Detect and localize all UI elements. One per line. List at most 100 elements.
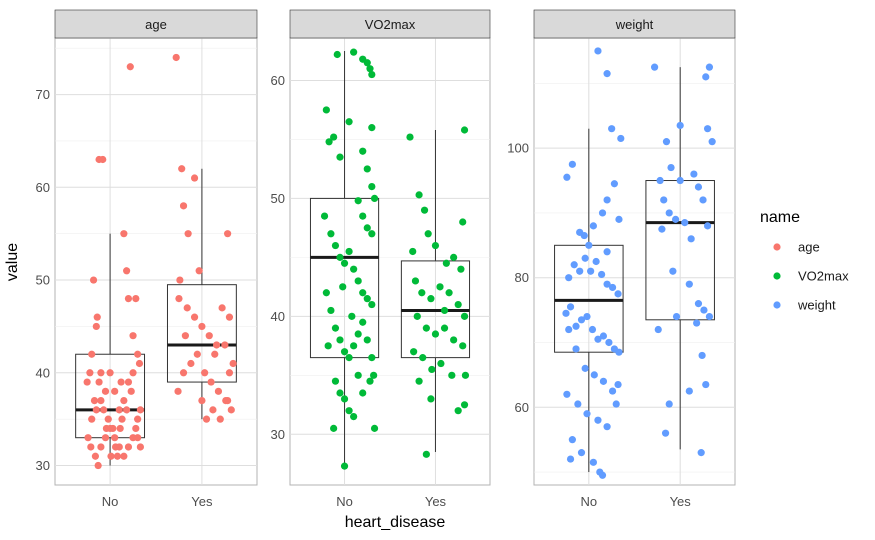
data-point xyxy=(413,312,421,320)
legend-entry-VO2max: VO2max xyxy=(773,269,849,284)
data-point xyxy=(324,342,332,350)
data-point xyxy=(459,342,467,350)
data-point xyxy=(88,415,96,423)
x-tick-label: No xyxy=(336,494,353,509)
jitter-points xyxy=(320,48,470,470)
data-point xyxy=(583,312,591,321)
data-point xyxy=(615,348,623,356)
data-point xyxy=(702,380,710,389)
data-point xyxy=(699,196,707,204)
data-point xyxy=(198,397,206,405)
data-point xyxy=(612,400,620,408)
data-point xyxy=(685,280,693,288)
data-point xyxy=(111,434,119,442)
data-point xyxy=(94,461,102,470)
facet-strip-label: weight xyxy=(615,17,654,32)
data-point xyxy=(599,377,608,385)
data-point xyxy=(658,225,666,233)
data-point xyxy=(583,410,591,418)
data-point xyxy=(113,452,122,460)
boxplot-No xyxy=(75,233,146,466)
data-point xyxy=(216,415,224,423)
data-point xyxy=(354,330,362,338)
data-point xyxy=(86,369,94,377)
data-point xyxy=(694,183,703,191)
data-point xyxy=(129,332,137,340)
data-point xyxy=(190,174,199,182)
data-point xyxy=(89,276,98,284)
data-point xyxy=(124,294,133,303)
panel-background xyxy=(533,37,736,486)
legend-key xyxy=(773,243,781,251)
data-point xyxy=(336,336,344,344)
data-point xyxy=(603,248,611,256)
data-point xyxy=(172,53,180,62)
y-tick-label: 60 xyxy=(515,400,529,415)
data-point xyxy=(99,155,107,164)
box xyxy=(166,284,237,383)
data-point xyxy=(581,364,589,372)
data-point xyxy=(336,153,344,161)
y-axis-title: value xyxy=(4,243,21,281)
data-point xyxy=(359,389,367,397)
data-point xyxy=(580,231,588,240)
y-tick-label: 40 xyxy=(271,309,285,324)
data-point xyxy=(227,406,235,414)
data-point xyxy=(440,324,449,332)
x-tick-label: No xyxy=(581,494,598,509)
legend-label: VO2max xyxy=(798,269,849,284)
data-point xyxy=(577,449,586,457)
data-point xyxy=(693,319,701,327)
data-point xyxy=(590,371,598,379)
data-point xyxy=(102,424,111,433)
data-point xyxy=(176,276,184,284)
data-point xyxy=(181,332,189,340)
data-point xyxy=(123,406,131,414)
boxplot-No xyxy=(309,50,380,464)
data-point xyxy=(603,196,611,204)
data-point xyxy=(662,138,671,146)
data-point xyxy=(331,377,340,385)
legend-key xyxy=(773,301,781,309)
data-point xyxy=(327,306,335,315)
data-point xyxy=(672,215,680,223)
data-point xyxy=(703,125,712,133)
data-point xyxy=(370,194,379,203)
data-point xyxy=(359,147,367,155)
data-point xyxy=(136,406,144,414)
data-point xyxy=(368,300,376,309)
data-point xyxy=(661,429,670,437)
data-point xyxy=(431,241,440,250)
data-point xyxy=(598,471,607,479)
jitter-points xyxy=(562,47,716,479)
data-point xyxy=(363,165,371,173)
data-point xyxy=(359,318,367,326)
data-point xyxy=(588,325,597,334)
data-point xyxy=(92,322,100,331)
data-point xyxy=(202,415,211,423)
data-point xyxy=(676,121,684,130)
data-point xyxy=(118,415,126,423)
data-point xyxy=(336,389,344,397)
data-point xyxy=(450,336,458,344)
data-point xyxy=(672,312,681,321)
facet-VO2max: 30 40 50 60 No Yes VO2max xyxy=(271,9,491,509)
data-point xyxy=(614,290,622,298)
data-point xyxy=(577,316,586,324)
x-tick-label: Yes xyxy=(425,494,447,509)
data-point xyxy=(705,63,714,71)
data-point xyxy=(665,400,673,408)
data-point xyxy=(368,230,376,238)
data-point xyxy=(345,354,353,362)
data-point xyxy=(656,176,664,185)
data-point xyxy=(445,289,453,297)
data-point xyxy=(566,455,575,463)
data-point xyxy=(665,209,673,217)
data-point xyxy=(572,322,580,330)
data-point xyxy=(350,412,358,421)
data-point xyxy=(101,434,110,442)
data-point xyxy=(409,247,417,256)
legend: name age VO2max weight xyxy=(760,209,849,313)
data-point xyxy=(101,387,110,395)
data-point xyxy=(366,377,374,385)
